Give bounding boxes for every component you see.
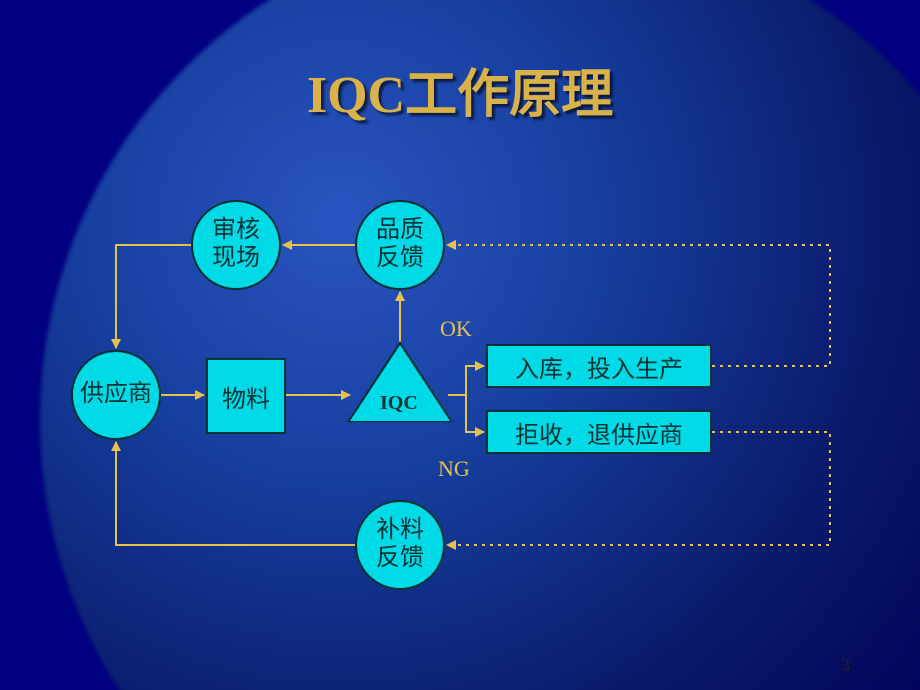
node-audit: 审核 现场 <box>191 200 281 290</box>
node-ng-box: 拒收，退供应商 <box>486 410 712 454</box>
slide-stage: IQC工作原理 供应商 审核 现场 品质 <box>0 0 920 690</box>
node-restock-feedback-line1: 补料 <box>376 517 424 545</box>
node-quality-feedback-line2: 反馈 <box>376 245 424 273</box>
edge-label-ng: NG <box>438 456 470 482</box>
slide-title: IQC工作原理 <box>0 52 920 127</box>
node-material-label: 物料 <box>222 379 270 414</box>
node-ng-box-label: 拒收，退供应商 <box>515 415 683 450</box>
node-supplier-label: 供应商 <box>80 381 152 409</box>
node-ok-box-label: 入库，投入生产 <box>515 349 683 384</box>
node-quality-feedback-line1: 品质 <box>376 217 424 245</box>
node-audit-line2: 现场 <box>212 245 260 273</box>
node-restock-feedback-line2: 反馈 <box>376 545 424 573</box>
node-quality-feedback: 品质 反馈 <box>355 200 445 290</box>
node-supplier: 供应商 <box>71 350 161 440</box>
node-material: 物料 <box>206 358 286 434</box>
node-iqc-label: IQC <box>380 392 418 415</box>
page-number: 3 <box>841 655 850 676</box>
node-audit-line1: 审核 <box>212 217 260 245</box>
node-restock-feedback: 补料 反馈 <box>355 500 445 590</box>
edge-label-ok: OK <box>440 316 472 342</box>
node-ok-box: 入库，投入生产 <box>486 344 712 388</box>
